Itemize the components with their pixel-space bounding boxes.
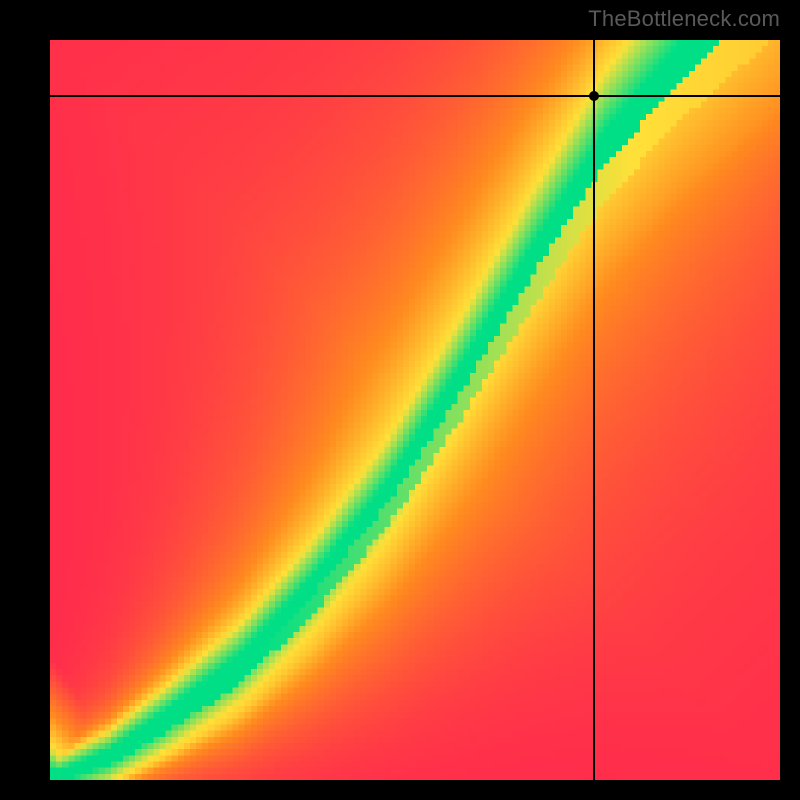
crosshair-vertical — [593, 40, 595, 780]
watermark-text: TheBottleneck.com — [588, 6, 780, 32]
crosshair-marker — [589, 91, 599, 101]
crosshair-horizontal — [50, 95, 780, 97]
bottleneck-heatmap — [50, 40, 780, 780]
plot-area — [50, 40, 780, 780]
root: TheBottleneck.com — [0, 0, 800, 800]
